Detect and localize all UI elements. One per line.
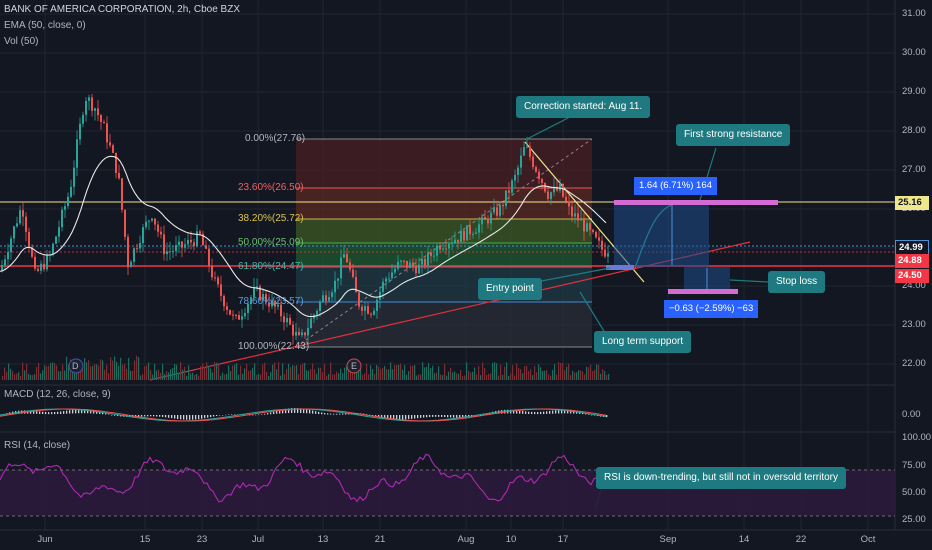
volume-bars [2,355,610,380]
stop-marker[interactable] [668,289,738,294]
gain-measure-label: 1.64 (6.71%) 164 [634,177,717,195]
rsi-axis-label: 75.00 [902,460,926,471]
stop-loss-callout[interactable]: Stop loss [768,271,826,293]
gain-measure-box[interactable] [614,203,709,267]
time-axis-label: Oct [860,534,876,545]
dividend-marker[interactable] [68,358,84,374]
time-axis-label: 14 [738,534,750,545]
price-axis-label: 24.00 [902,280,926,291]
price-axis-label: 31.00 [902,8,926,19]
price-axis-label: 22.00 [902,358,926,369]
candlesticks [1,93,609,345]
time-axis-label: 21 [374,534,386,545]
volume-legend[interactable]: Vol (50) [4,36,39,47]
entry-point-callout[interactable]: Entry point [478,278,542,300]
fibonacci-retracement[interactable] [295,138,593,348]
fib-level-23-6: 23.60%(26.50) [238,182,304,193]
symbol-title[interactable]: BANK OF AMERICA CORPORATION, 2h, Cboe BZ… [4,4,240,15]
price-axis-label: 28.00 [902,125,926,136]
time-axis-label: 22 [795,534,807,545]
earnings-marker[interactable] [346,358,362,374]
macd-axis-label: 0.00 [902,409,921,420]
earnings-marker-label: E [351,361,358,371]
fib-level-38-2: 38.20%(25.72) [238,213,304,224]
rsi-axis-label: 25.00 [902,514,926,525]
rsi-note-callout[interactable]: RSI is down-trending, but still not in o… [596,467,846,489]
price-tag: 24.50 [895,269,929,283]
price-axis-label: 29.00 [902,86,926,97]
time-axis-label: Sep [659,534,677,545]
fib-level-0: 0.00%(27.76) [245,133,306,144]
resistance-zone-marker[interactable] [614,200,778,205]
rsi-axis-label: 50.00 [902,487,926,498]
time-axis-label: 23 [196,534,208,545]
fib-level-50: 50.00%(25.09) [238,237,304,248]
ema-legend[interactable]: EMA (50, close, 0) [4,20,86,31]
rsi-legend[interactable]: RSI (14, close) [4,440,71,451]
price-tag: 24.88 [895,254,929,268]
time-axis-label: Jul [251,534,265,545]
time-axis-label: Aug [457,534,475,545]
price-axis-label: 23.00 [902,319,926,330]
macd-legend[interactable]: MACD (12, 26, close, 9) [4,389,111,400]
time-axis-label: 10 [505,534,517,545]
loss-measure-label: −0.63 (−2.59%) −63 [664,300,759,318]
support-callout[interactable]: Long term support [594,331,692,353]
time-axis-label: 17 [557,534,569,545]
time-axis-label: 15 [139,534,151,545]
rsi-line [0,453,607,503]
ema-line [0,155,607,318]
price-axis-label: 27.00 [902,164,926,175]
rsi-axis-label: 100.00 [902,432,932,443]
price-axis-label: 30.00 [902,47,926,58]
entry-marker[interactable] [606,265,634,270]
time-axis-label: 13 [317,534,329,545]
macd-pane [0,408,608,422]
time-axis-label: Jun [37,534,53,545]
resistance-callout[interactable]: First strong resistance [676,124,791,146]
dividend-marker-label: D [72,361,79,371]
fib-level-78-6: 78.60%(23.57) [238,296,304,307]
fib-level-61-8: 61.80%(24.47) [238,261,304,272]
price-tag: 25.16 [895,196,929,210]
correction-callout[interactable]: Correction started: Aug 11. [516,96,651,118]
fib-level-100: 100.00%(22.43) [238,341,310,352]
